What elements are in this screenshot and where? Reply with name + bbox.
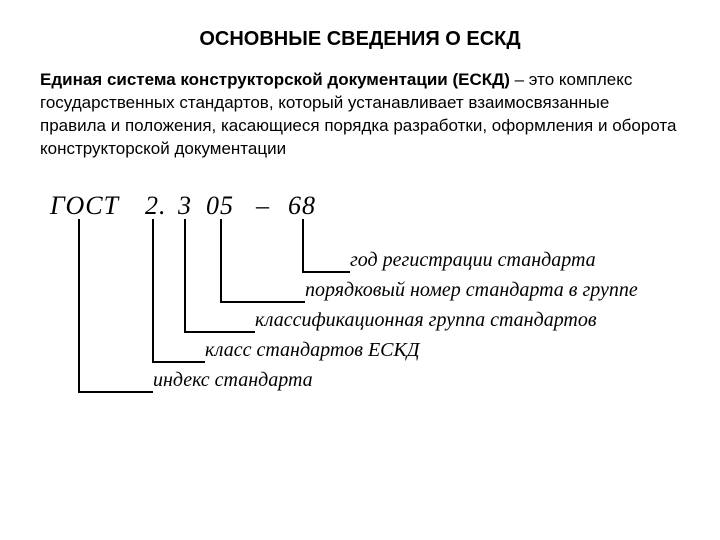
callout-label-2: классификационная группа стандартов	[255, 309, 597, 332]
code-part-group: 3	[178, 191, 192, 221]
callout-label-0: год регистрации стандарта	[350, 249, 596, 272]
callout-vline-3	[152, 219, 154, 361]
callout-vline-2	[184, 219, 186, 331]
callout-label-1: порядковый номер стандарта в группе	[305, 279, 638, 302]
gost-code-diagram: ГОСТ 2. 3 05 – 68 год регистрации станда…	[50, 191, 690, 491]
callout-vline-0	[302, 219, 304, 271]
code-part-year: 68	[288, 191, 316, 221]
callout-hline-3	[152, 361, 205, 363]
code-part-class: 2.	[145, 191, 167, 221]
callout-label-3: класс стандартов ЕСКД	[205, 339, 420, 362]
callout-vline-1	[220, 219, 222, 301]
callout-hline-4	[78, 391, 153, 393]
callout-vline-4	[78, 219, 80, 391]
callout-label-4: индекс стандарта	[153, 369, 313, 392]
callout-hline-2	[184, 331, 255, 333]
definition-paragraph: Единая система конструкторской документа…	[40, 69, 680, 161]
definition-bold: Единая система конструкторской документа…	[40, 70, 510, 89]
code-part-dash: –	[256, 191, 270, 221]
page-title: ОСНОВНЫЕ СВЕДЕНИЯ О ЕСКД	[40, 28, 680, 51]
code-part-index: ГОСТ	[50, 191, 119, 221]
code-part-number: 05	[206, 191, 234, 221]
callout-hline-1	[220, 301, 305, 303]
callout-hline-0	[302, 271, 350, 273]
